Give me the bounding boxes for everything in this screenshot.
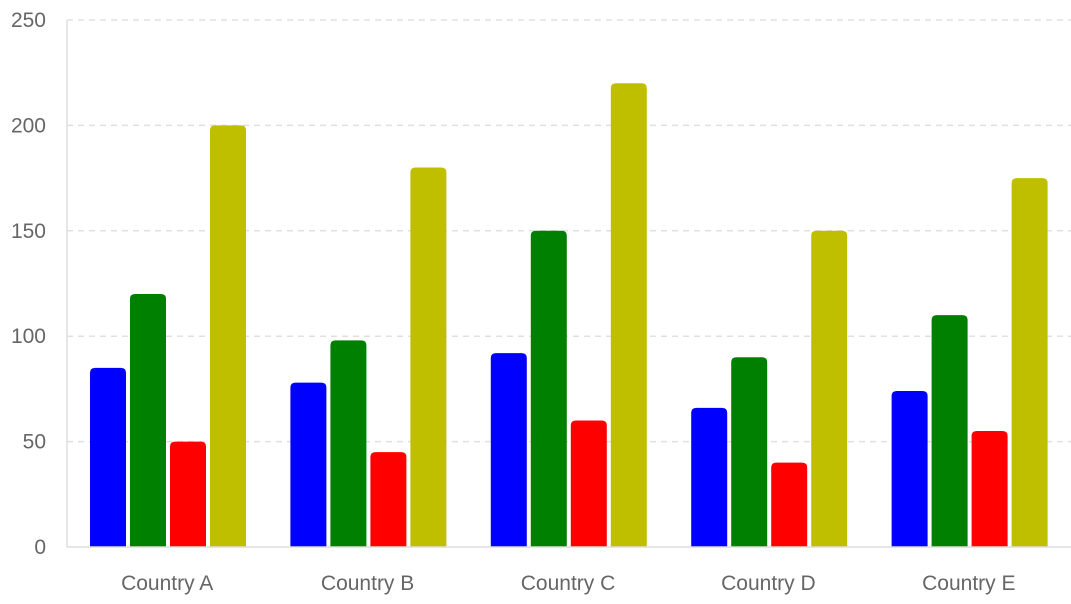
bar-country-c-series-1[interactable]	[490, 353, 527, 547]
bar-country-d-series-2[interactable]	[731, 357, 768, 547]
bar-country-b-series-4[interactable]	[410, 167, 447, 547]
x-tick-label-country-b: Country B	[321, 572, 414, 595]
bar-country-b-series-1[interactable]	[290, 382, 327, 547]
x-tick-label-country-d: Country D	[721, 572, 816, 595]
y-tick-label-100: 100	[11, 325, 46, 348]
bar-country-b-series-2[interactable]	[330, 340, 367, 547]
bar-country-a-series-4[interactable]	[210, 125, 246, 548]
y-tick-label-150: 150	[11, 220, 46, 243]
bar-country-e-series-4[interactable]	[1011, 178, 1048, 547]
bar-country-c-series-3[interactable]	[570, 420, 607, 547]
bars	[90, 83, 1048, 548]
y-tick-label-200: 200	[11, 114, 46, 137]
bar-country-b-series-3[interactable]	[370, 452, 407, 547]
bar-country-a-series-3[interactable]	[170, 441, 206, 547]
bar-country-e-series-1[interactable]	[891, 391, 928, 547]
bar-country-a-series-1[interactable]	[90, 367, 126, 547]
bar-country-c-series-4[interactable]	[610, 83, 647, 548]
x-axis-ticks: Country A Country B Country C Country D Coun…	[121, 572, 1015, 595]
x-tick-label-country-a: Country A	[121, 572, 213, 595]
axes	[66, 20, 1071, 548]
y-tick-label-0: 0	[34, 536, 46, 559]
bar-country-d-series-1[interactable]	[691, 407, 728, 547]
x-tick-label-country-e: Country E	[922, 572, 1015, 595]
bar-country-e-series-2[interactable]	[931, 315, 968, 547]
bar-country-d-series-4[interactable]	[811, 230, 848, 548]
y-axis-ticks: 0 50 100 150 200 250	[11, 9, 46, 559]
bar-country-d-series-3[interactable]	[771, 462, 808, 547]
y-tick-label-250: 250	[11, 9, 46, 32]
bar-country-c-series-2[interactable]	[530, 230, 567, 548]
bar-country-e-series-3[interactable]	[971, 431, 1008, 547]
y-tick-label-50: 50	[23, 431, 46, 454]
bar-country-a-series-2[interactable]	[130, 294, 166, 547]
x-tick-label-country-c: Country C	[521, 572, 616, 595]
